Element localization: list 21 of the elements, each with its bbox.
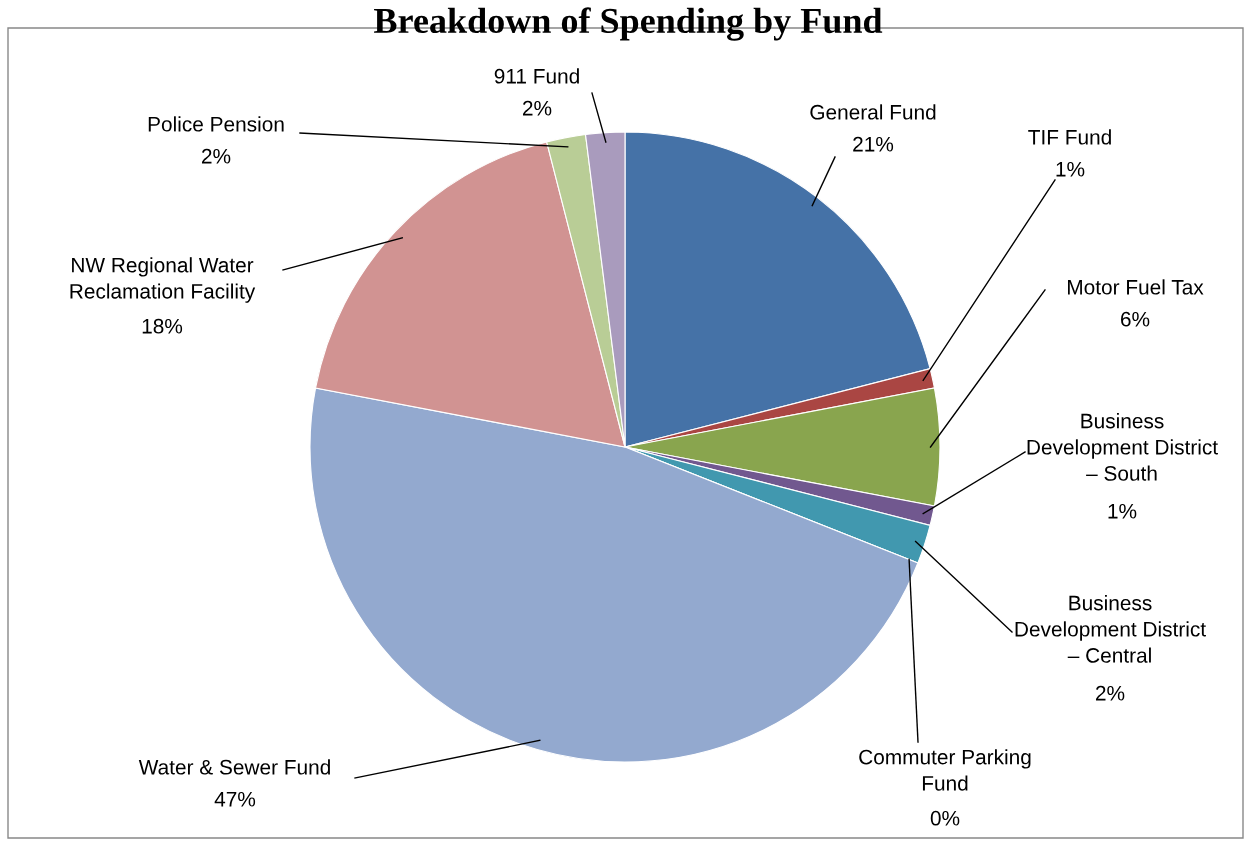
slice-label: Business Development District – Central <box>1015 595 1206 663</box>
data-label: 1% <box>1056 161 1085 177</box>
slice-label: General Fund <box>810 104 936 120</box>
slice-label: TIF Fund <box>1028 129 1111 145</box>
slice-label: 911 Fund <box>494 68 579 84</box>
slice-label: Police Pension <box>148 116 284 132</box>
data-label: 6% <box>1121 311 1150 327</box>
chart-title: Breakdown of Spending by Fund <box>374 7 883 41</box>
data-label: 21% <box>853 136 894 152</box>
data-label: 2% <box>522 100 552 116</box>
text: 0% <box>930 810 960 826</box>
data-label: 2% <box>1095 685 1125 701</box>
slice-label: NW Regional Water Reclamation Facility <box>70 257 256 303</box>
data-label: 18% <box>142 318 183 334</box>
slice-label: Motor Fuel Tax <box>1068 279 1204 295</box>
category-label: Commuter Parking Fund <box>859 749 1031 791</box>
data-label: 1% <box>1108 503 1137 519</box>
data-label: 2% <box>201 148 231 164</box>
slice-label: Water & Sewer Fund <box>138 759 330 775</box>
slice-label: Business Development District – South <box>1027 413 1218 481</box>
data-label: 47% <box>214 791 256 807</box>
